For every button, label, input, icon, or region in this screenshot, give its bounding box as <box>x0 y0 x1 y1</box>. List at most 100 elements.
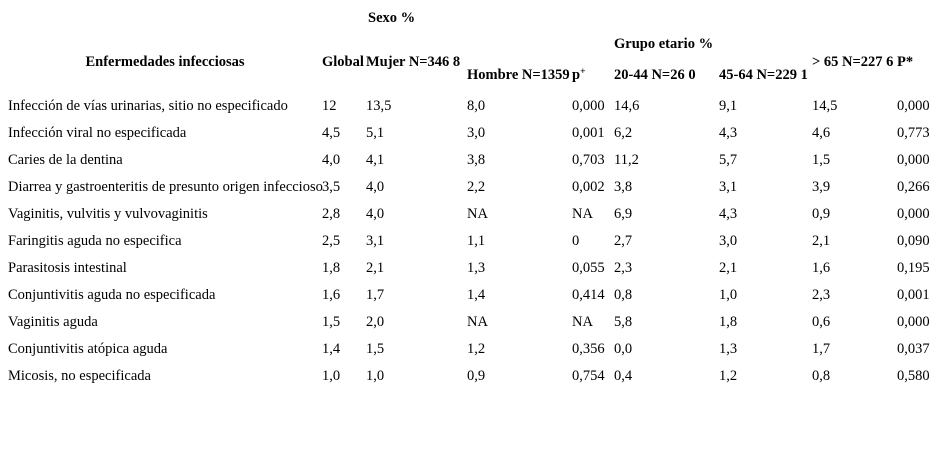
age-45-64-cell: 9,1 <box>719 98 738 114</box>
disease-cell: Caries de la dentina <box>8 152 123 168</box>
table-row: Caries de la dentina 4,0 4,1 3,8 0,703 1… <box>0 147 939 174</box>
disease-cell: Conjuntivitis aguda no especificada <box>8 287 216 303</box>
mujer-cell: 4,0 <box>366 206 385 222</box>
p-value-cell: 0,703 <box>572 152 605 168</box>
table-row: Infección de vías urinarias, sitio no es… <box>0 93 939 120</box>
column-header-hombre: Hombre N=1359 <box>467 67 570 83</box>
age-65-cell: 1,5 <box>812 152 831 168</box>
global-cell: 2,8 <box>322 206 341 222</box>
age-65-cell: 2,3 <box>812 287 831 303</box>
p-star-cell: 0,000 <box>897 314 930 330</box>
hombre-cell: 0,9 <box>467 368 486 384</box>
p-star-cell: 0,195 <box>897 260 930 276</box>
age-20-44-cell: 0,0 <box>614 341 633 357</box>
p-value-cell: NA <box>572 206 593 222</box>
age-45-64-cell: 4,3 <box>719 206 738 222</box>
p-star-cell: 0,773 <box>897 125 930 141</box>
group-header-grupo-etario: Grupo etario % <box>614 36 714 52</box>
mujer-cell: 5,1 <box>366 125 385 141</box>
p-star-cell: 0,266 <box>897 179 930 195</box>
age-20-44-cell: 6,2 <box>614 125 633 141</box>
age-20-44-cell: 6,9 <box>614 206 633 222</box>
age-65-cell: 14,5 <box>812 98 838 114</box>
hombre-cell: NA <box>467 206 488 222</box>
age-45-64-cell: 5,7 <box>719 152 738 168</box>
hombre-cell: 1,4 <box>467 287 486 303</box>
mujer-cell: 1,7 <box>366 287 385 303</box>
p-value-cell: 0,055 <box>572 260 605 276</box>
p-value-cell: 0,000 <box>572 98 605 114</box>
mujer-cell: 1,5 <box>366 341 385 357</box>
global-cell: 1,6 <box>322 287 341 303</box>
hombre-cell: NA <box>467 314 488 330</box>
age-45-64-cell: 1,0 <box>719 287 738 303</box>
age-65-cell: 1,6 <box>812 260 831 276</box>
global-cell: 1,0 <box>322 368 341 384</box>
disease-cell: Infección viral no especificada <box>8 125 187 141</box>
age-45-64-cell: 1,8 <box>719 314 738 330</box>
column-header-p-value: p+ <box>572 67 586 84</box>
mujer-cell: 3,1 <box>366 233 385 249</box>
disease-cell: Vaginitis, vulvitis y vulvovaginitis <box>8 206 208 222</box>
global-cell: 3,5 <box>322 179 341 195</box>
table-row: Diarrea y gastroenteritis de presunto or… <box>0 174 939 201</box>
p-label: p <box>572 67 581 83</box>
p-star-cell: 0,001 <box>897 287 930 303</box>
age-20-44-cell: 5,8 <box>614 314 633 330</box>
diseases-table: Infección de vías urinarias, sitio no es… <box>0 93 939 390</box>
p-value-cell: 0,356 <box>572 341 605 357</box>
table-row: Parasitosis intestinal 1,8 2,1 1,3 0,055… <box>0 255 939 282</box>
global-cell: 2,5 <box>322 233 341 249</box>
p-value-cell: 0,001 <box>572 125 605 141</box>
column-header-age-65-plus: > 65 N=227 6 <box>812 54 894 70</box>
hombre-cell: 1,2 <box>467 341 486 357</box>
column-header-mujer: Mujer N=346 8 <box>366 54 461 70</box>
column-header-disease: Enfermedades infecciosas <box>85 54 245 70</box>
age-20-44-cell: 3,8 <box>614 179 633 195</box>
p-star-cell: 0,000 <box>897 98 930 114</box>
global-cell: 12 <box>322 98 337 114</box>
mujer-cell: 4,0 <box>366 179 385 195</box>
hombre-cell: 1,3 <box>467 260 486 276</box>
table-row: Conjuntivitis aguda no especificada 1,6 … <box>0 282 939 309</box>
disease-cell: Infección de vías urinarias, sitio no es… <box>8 98 288 114</box>
global-cell: 4,5 <box>322 125 341 141</box>
age-20-44-cell: 11,2 <box>614 152 639 168</box>
age-65-cell: 0,8 <box>812 368 831 384</box>
table-row: Faringitis aguda no especifica 2,5 3,1 1… <box>0 228 939 255</box>
mujer-cell: 2,1 <box>366 260 385 276</box>
age-65-cell: 0,9 <box>812 206 831 222</box>
age-20-44-cell: 2,7 <box>614 233 633 249</box>
age-45-64-cell: 3,0 <box>719 233 738 249</box>
p-star-cell: 0,580 <box>897 368 930 384</box>
p-value-cell: 0,002 <box>572 179 605 195</box>
hombre-cell: 3,0 <box>467 125 486 141</box>
table-row: Conjuntivitis atópica aguda 1,4 1,5 1,2 … <box>0 336 939 363</box>
age-45-64-cell: 2,1 <box>719 260 738 276</box>
mujer-cell: 1,0 <box>366 368 385 384</box>
mujer-cell: 4,1 <box>366 152 385 168</box>
mujer-cell: 2,0 <box>366 314 385 330</box>
hombre-cell: 2,2 <box>467 179 486 195</box>
global-cell: 1,5 <box>322 314 341 330</box>
age-65-cell: 1,7 <box>812 341 831 357</box>
age-20-44-cell: 0,4 <box>614 368 633 384</box>
p-value-cell: 0 <box>572 233 580 249</box>
p-star-cell: 0,037 <box>897 341 930 357</box>
table-row: Vaginitis, vulvitis y vulvovaginitis 2,8… <box>0 201 939 228</box>
age-65-cell: 2,1 <box>812 233 831 249</box>
global-cell: 4,0 <box>322 152 341 168</box>
disease-cell: Diarrea y gastroenteritis de presunto or… <box>8 179 323 195</box>
p-star-cell: 0,000 <box>897 152 930 168</box>
disease-cell: Conjuntivitis atópica aguda <box>8 341 168 357</box>
hombre-cell: 8,0 <box>467 98 486 114</box>
column-header-age-20-44: 20-44 N=26 0 <box>614 67 696 83</box>
age-45-64-cell: 4,3 <box>719 125 738 141</box>
table-row: Infección viral no especificada 4,5 5,1 … <box>0 120 939 147</box>
hombre-cell: 3,8 <box>467 152 486 168</box>
p-star-cell: 0,090 <box>897 233 930 249</box>
disease-cell: Faringitis aguda no especifica <box>8 233 182 249</box>
p-value-cell: NA <box>572 314 593 330</box>
global-cell: 1,4 <box>322 341 341 357</box>
